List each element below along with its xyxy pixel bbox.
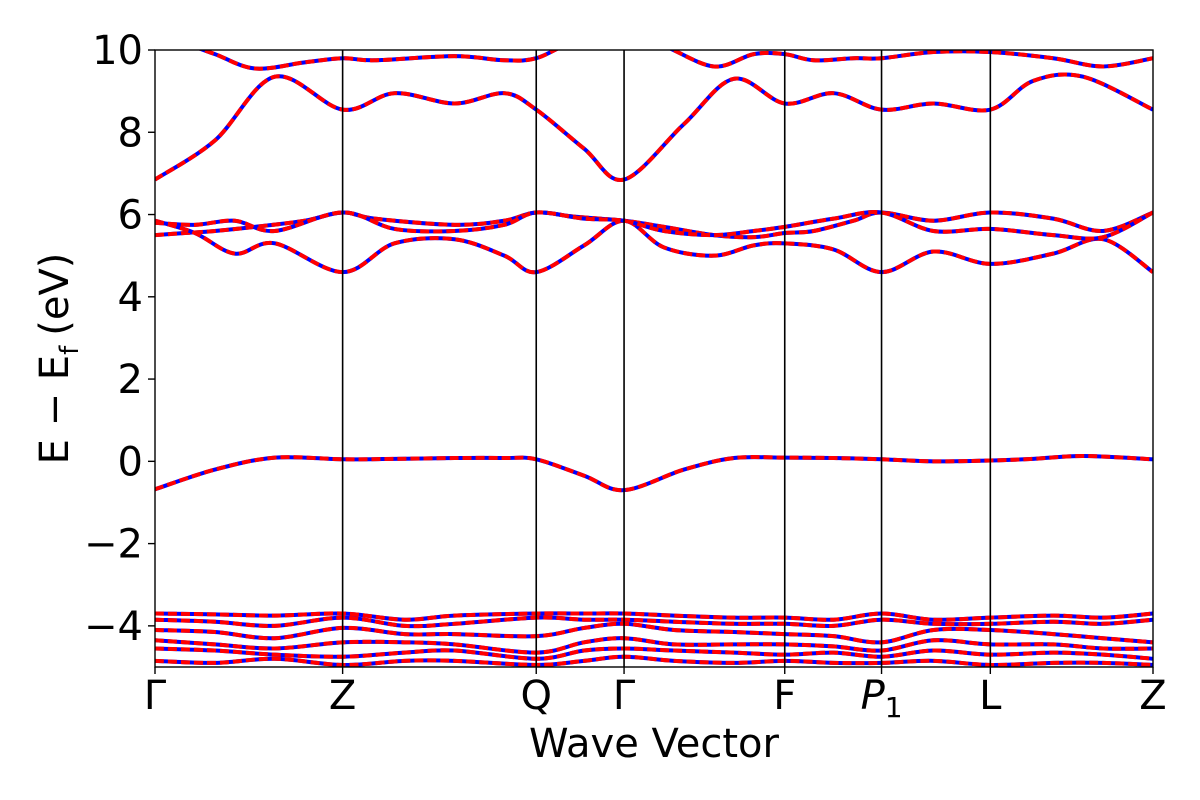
x-tick-label: P1 [861, 673, 903, 724]
y-tick-label: 6 [118, 193, 143, 239]
y-axis-label-subscript: f [55, 345, 85, 355]
y-tick-label: 0 [118, 439, 143, 485]
axes-frame [154, 49, 1154, 668]
band-line-4 [155, 210, 1153, 240]
band-line-overlay-1 [155, 453, 1153, 493]
band-line-2 [155, 72, 1153, 182]
y-tick-label: 10 [92, 28, 143, 74]
x-tick-label: F [773, 673, 796, 719]
y-axis-label-unit: (eV) [32, 253, 78, 336]
y-axis-label-main: E − E [32, 355, 78, 465]
y-tick-label: 8 [118, 110, 143, 156]
y-tick-label: −2 [84, 522, 143, 568]
x-tick-label: Z [1139, 673, 1166, 719]
kpoint-lines [341, 50, 992, 667]
x-tick-label: Z [329, 673, 356, 719]
y-axis-label: E − Ef (eV) [32, 253, 85, 465]
band-line-3 [197, 50, 1153, 71]
x-axis-label: Wave Vector [529, 721, 780, 767]
bands-layer [155, 50, 1153, 667]
band-line-overlay-7 [155, 611, 1153, 622]
band-line-overlay-4 [155, 210, 1153, 240]
y-tick-label: 4 [118, 275, 143, 321]
x-tick-label: Γ [613, 673, 636, 719]
x-tick-label: Q [520, 673, 551, 719]
x-tick-label: Γ [144, 673, 167, 719]
band-line-overlay-9 [155, 621, 1153, 645]
band-line-overlay-5 [155, 218, 1153, 275]
x-ticks: Γ Z Q Γ F P1 L Z [144, 667, 1167, 724]
band-line-overlay-6 [155, 210, 1153, 241]
y-tick-label: 2 [118, 357, 143, 403]
x-tick-label: L [979, 673, 1002, 719]
y-ticks: −4 −2 0 2 4 6 8 10 [84, 28, 155, 650]
band-line-overlay-2 [155, 72, 1153, 182]
y-tick-label: −4 [84, 604, 143, 650]
